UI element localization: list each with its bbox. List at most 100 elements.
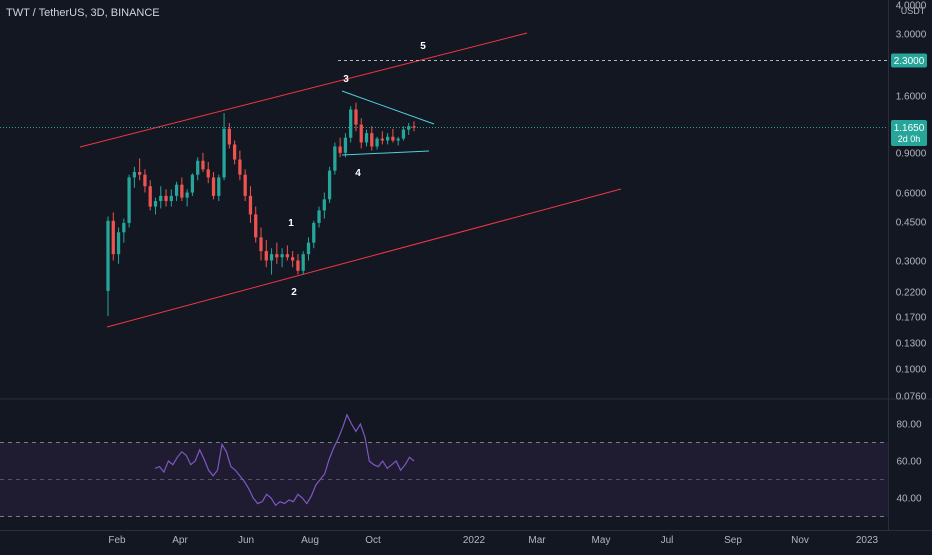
candle-body (296, 260, 300, 271)
last-price-tag (891, 120, 927, 146)
x-tick-label: May (592, 535, 611, 546)
candle-body (159, 195, 163, 202)
candle-body (269, 254, 274, 261)
channel-lower-line (106, 188, 622, 328)
candle-body (248, 195, 253, 215)
candle-body (317, 210, 321, 223)
y-tick-label: 0.4500 (896, 218, 927, 229)
y-tick-label: 4.0000 (896, 1, 927, 12)
candle-body (291, 257, 295, 261)
candle-body (111, 220, 115, 255)
candle-body (127, 177, 131, 223)
candle-body (259, 237, 263, 252)
candle-body (153, 201, 158, 207)
candle-body (180, 184, 184, 198)
triangle-lower-line (341, 150, 430, 156)
candle-body (211, 177, 216, 196)
candle-body (385, 136, 390, 141)
countdown-label: 2d 0h (898, 134, 921, 144)
candle-body (190, 174, 195, 193)
candle-body (217, 177, 221, 196)
candle-body (132, 171, 137, 178)
candle-body (401, 129, 406, 139)
x-tick-label: 2023 (856, 535, 879, 546)
y-tick-label: 3.0000 (896, 30, 927, 41)
triangle-upper-line (341, 90, 435, 125)
y-tick-label: 0.9000 (896, 149, 927, 160)
candle-body (333, 146, 337, 171)
candle-body (185, 192, 189, 198)
candle-body (222, 128, 226, 178)
candle-body (370, 133, 374, 147)
candle-body (201, 160, 205, 170)
y-tick-label: 0.3000 (896, 257, 927, 268)
rsi-tick-label: 80.00 (896, 420, 921, 431)
rsi-tick-label: 40.00 (896, 494, 921, 505)
y-tick-label: 1.6000 (896, 92, 927, 103)
x-tick-label: Oct (365, 535, 381, 546)
target-price-label: 2.3000 (894, 56, 925, 67)
candle-body (264, 251, 268, 261)
candle-body (338, 146, 342, 153)
candle-body (301, 254, 305, 271)
x-tick-label: Feb (108, 535, 126, 546)
last-price-label: 1.1650 (894, 123, 925, 134)
candle-body (359, 124, 363, 143)
candle-body (243, 174, 247, 196)
candle-body (174, 184, 179, 196)
candle-body (138, 171, 142, 175)
candle-body (327, 170, 332, 200)
chart-title: TWT / TetherUS, 3D, BINANCE (6, 7, 160, 19)
x-tick-label: Sep (724, 535, 742, 546)
x-tick-label: Aug (301, 535, 319, 546)
wave-label-3: 3 (343, 74, 349, 85)
candle-body (306, 242, 311, 255)
candle-body (143, 174, 147, 187)
candle-body (364, 133, 369, 143)
y-tick-label: 0.2200 (896, 288, 927, 299)
target-price-tag (891, 53, 927, 68)
candle-body (407, 126, 411, 130)
y-tick-label: 0.1700 (896, 313, 927, 324)
candle-body (280, 254, 284, 258)
candle-body (275, 254, 279, 258)
candle-body (322, 199, 326, 211)
candle-body (396, 138, 400, 141)
wave-label-4: 4 (355, 168, 361, 179)
candle-body (349, 109, 353, 138)
candle-body (116, 232, 121, 255)
y-tick-label: 0.1000 (896, 365, 927, 376)
candle-body (169, 195, 173, 202)
wave-label-5: 5 (420, 41, 426, 52)
candle-body (106, 220, 110, 291)
candle-body (412, 126, 416, 128)
candle-body (391, 136, 395, 141)
unit-label: USDT (900, 6, 926, 16)
x-tick-label: 2022 (463, 535, 486, 546)
rsi-line (154, 413, 415, 507)
candle-body (343, 137, 348, 153)
candle-body (232, 144, 237, 160)
candle-body (285, 254, 290, 258)
y-tick-label: 0.1300 (896, 339, 927, 350)
candle-body (206, 169, 210, 178)
candle-body (227, 128, 231, 145)
wave-label-1: 1 (288, 218, 294, 229)
rsi-tick-label: 60.00 (896, 457, 921, 468)
x-tick-label: Jun (238, 535, 254, 546)
y-tick-label: 0.6000 (896, 189, 927, 200)
candle-body (375, 138, 379, 147)
candle-body (380, 138, 384, 141)
x-tick-label: Mar (528, 535, 546, 546)
candle-body (254, 214, 258, 238)
channel-upper-line (79, 32, 528, 148)
x-tick-label: Jul (661, 535, 674, 546)
x-tick-label: Apr (172, 535, 188, 546)
candle-body (238, 159, 242, 175)
candle-body (164, 195, 168, 202)
candle-body (312, 222, 316, 243)
candle-body (148, 186, 152, 207)
candle-body (196, 160, 200, 175)
